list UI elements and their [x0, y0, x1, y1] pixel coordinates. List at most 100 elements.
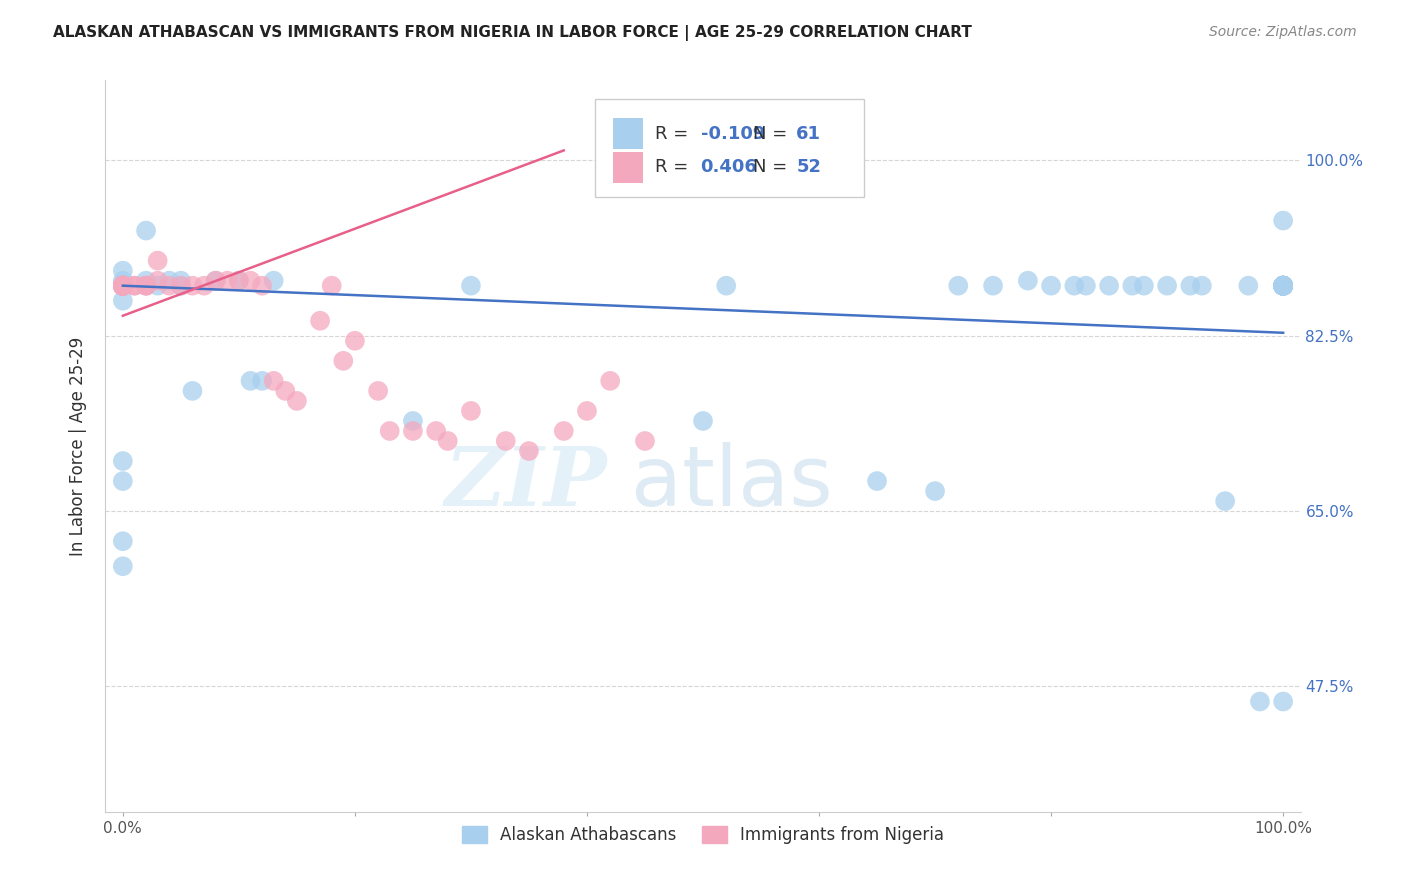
- Point: [285, 393, 308, 408]
- Text: N =: N =: [754, 125, 787, 143]
- Point: [599, 374, 621, 388]
- Point: [309, 314, 332, 328]
- Point: [111, 278, 134, 293]
- Point: [111, 278, 134, 293]
- Text: -0.109: -0.109: [700, 125, 765, 143]
- Point: [716, 278, 738, 293]
- Point: [217, 274, 239, 288]
- Point: [111, 274, 134, 288]
- Point: [124, 278, 146, 293]
- Point: [1272, 278, 1295, 293]
- Point: [367, 384, 389, 398]
- Point: [111, 278, 134, 293]
- Point: [181, 278, 204, 293]
- Point: [1191, 278, 1213, 293]
- Point: [250, 374, 273, 388]
- FancyBboxPatch shape: [596, 99, 865, 197]
- Point: [1180, 278, 1202, 293]
- Point: [1272, 694, 1295, 708]
- Text: N =: N =: [754, 158, 787, 177]
- Point: [343, 334, 366, 348]
- Point: [111, 278, 134, 293]
- Point: [924, 484, 946, 499]
- Point: [1063, 278, 1085, 293]
- Point: [1272, 278, 1295, 293]
- Text: ALASKAN ATHABASCAN VS IMMIGRANTS FROM NIGERIA IN LABOR FORCE | AGE 25-29 CORRELA: ALASKAN ATHABASCAN VS IMMIGRANTS FROM NI…: [53, 25, 973, 41]
- Point: [111, 278, 134, 293]
- Text: atlas: atlas: [631, 442, 832, 523]
- Point: [1272, 278, 1295, 293]
- Point: [402, 424, 425, 438]
- Point: [517, 444, 540, 458]
- Point: [111, 278, 134, 293]
- Point: [146, 274, 169, 288]
- Point: [111, 278, 134, 293]
- Point: [948, 278, 970, 293]
- Point: [111, 278, 134, 293]
- Point: [111, 278, 134, 293]
- Point: [111, 278, 134, 293]
- Point: [575, 404, 598, 418]
- Point: [1272, 278, 1295, 293]
- Point: [250, 278, 273, 293]
- Y-axis label: In Labor Force | Age 25-29: In Labor Force | Age 25-29: [69, 336, 87, 556]
- Point: [1272, 278, 1295, 293]
- Point: [1272, 278, 1295, 293]
- Point: [460, 278, 482, 293]
- Point: [1121, 278, 1143, 293]
- Point: [1098, 278, 1121, 293]
- Point: [274, 384, 297, 398]
- Point: [111, 474, 134, 488]
- Point: [157, 274, 180, 288]
- Point: [495, 434, 517, 448]
- Point: [111, 278, 134, 293]
- Point: [1074, 278, 1097, 293]
- Point: [239, 274, 262, 288]
- Text: ZIP: ZIP: [444, 442, 607, 523]
- Point: [170, 278, 193, 293]
- Point: [692, 414, 714, 428]
- Point: [239, 374, 262, 388]
- Point: [135, 278, 157, 293]
- Point: [402, 414, 425, 428]
- Point: [263, 274, 285, 288]
- Point: [170, 274, 193, 288]
- Point: [634, 434, 657, 448]
- Point: [111, 293, 134, 308]
- Point: [135, 278, 157, 293]
- Bar: [613, 119, 644, 149]
- Point: [1272, 278, 1295, 293]
- Text: 52: 52: [796, 158, 821, 177]
- Point: [135, 278, 157, 293]
- Point: [111, 559, 134, 574]
- Legend: Alaskan Athabascans, Immigrants from Nigeria: Alaskan Athabascans, Immigrants from Nig…: [456, 820, 950, 851]
- Point: [1272, 278, 1295, 293]
- Point: [1272, 278, 1295, 293]
- Point: [1249, 694, 1271, 708]
- Bar: [613, 152, 644, 183]
- Point: [1272, 278, 1295, 293]
- Point: [228, 274, 250, 288]
- Point: [332, 354, 354, 368]
- Point: [170, 278, 193, 293]
- Point: [146, 253, 169, 268]
- Point: [111, 263, 134, 277]
- Point: [981, 278, 1004, 293]
- Point: [111, 278, 134, 293]
- Point: [1272, 278, 1295, 293]
- Point: [135, 223, 157, 237]
- Point: [111, 278, 134, 293]
- Point: [1272, 278, 1295, 293]
- Point: [135, 274, 157, 288]
- Point: [378, 424, 401, 438]
- Text: R =: R =: [655, 125, 689, 143]
- Point: [111, 278, 134, 293]
- Point: [193, 278, 215, 293]
- Point: [228, 274, 250, 288]
- Point: [111, 278, 134, 293]
- Point: [866, 474, 889, 488]
- Point: [321, 278, 343, 293]
- Point: [1017, 274, 1039, 288]
- Point: [124, 278, 146, 293]
- Point: [263, 374, 285, 388]
